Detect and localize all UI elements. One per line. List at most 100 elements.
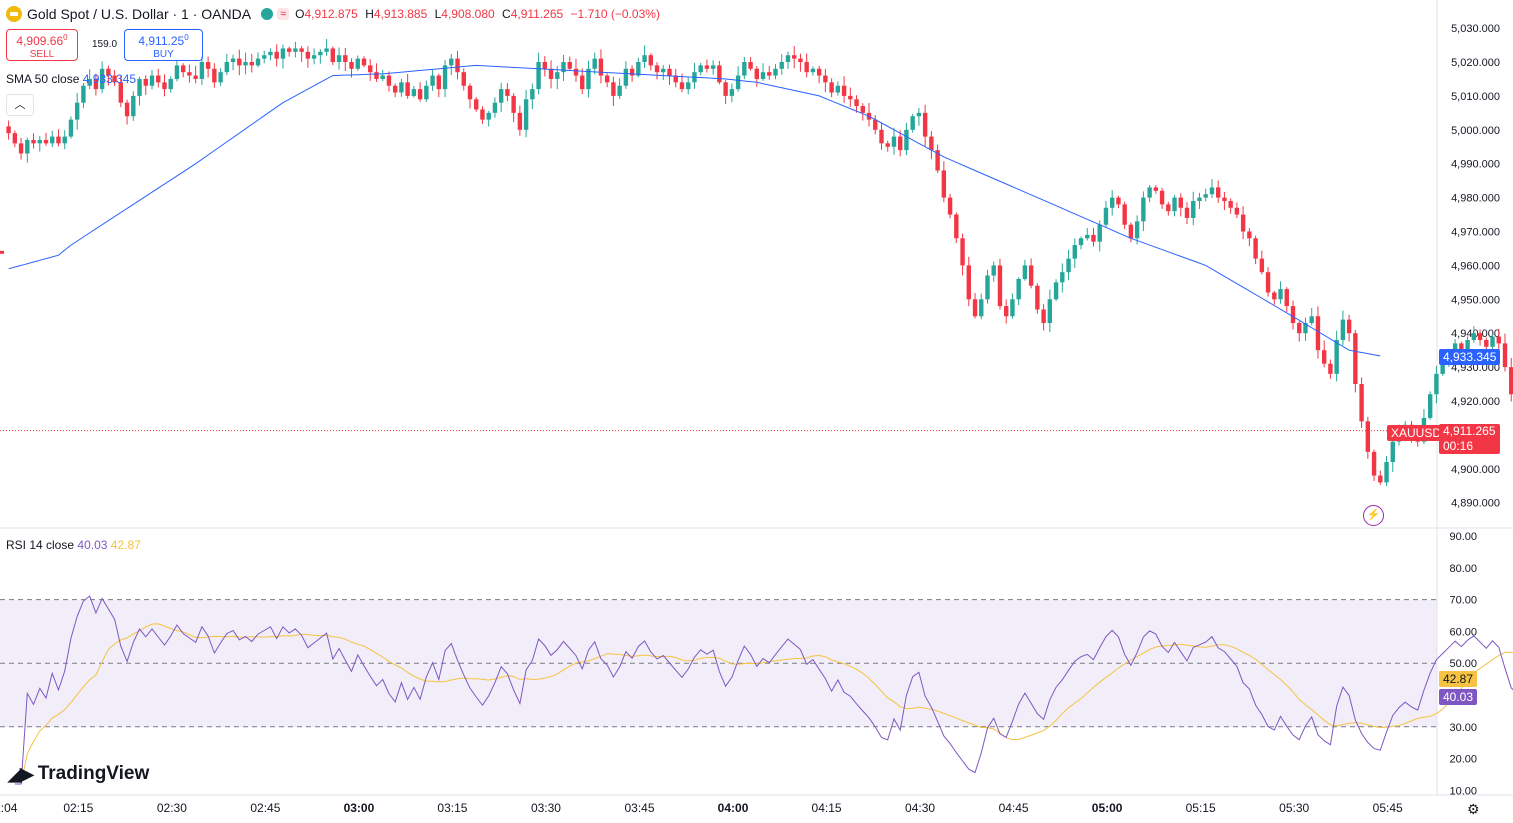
candle-body [979,299,984,317]
candle-body [511,95,516,113]
time-tick-label: 05:00 [1092,801,1123,815]
price-tick-label: 5,010.000 [1451,91,1500,103]
candle-body [1509,367,1513,395]
last-price-badge: 4,911.265 00:16 [1439,424,1500,454]
sma-legend[interactable]: SMA 50 close 4,933.345 [6,72,137,86]
candle-body [268,51,273,56]
collapse-legend-button[interactable]: ︿ [6,94,34,116]
candle-body [18,143,24,154]
candle-body [816,68,822,76]
candle-body [966,265,971,300]
candle-body [1390,441,1395,463]
time-tick-label: 03:15 [437,801,467,815]
candle-body [1240,214,1246,232]
candle-body [1265,272,1271,293]
price-tick-label: 4,900.000 [1451,464,1500,476]
candle-body [492,102,498,113]
sell-button[interactable]: 4,909.660 SELL [6,29,78,61]
candle-body [767,72,772,76]
candle-body [542,62,548,69]
candle-body [1134,221,1140,239]
candle-body [1465,339,1470,351]
candle-body [1259,258,1265,273]
buy-button[interactable]: 4,911.250 BUY [124,29,203,61]
candle-body [567,62,572,69]
candle-body [480,109,485,120]
candle-body [598,58,604,76]
candle-body [997,265,1003,307]
price-tick-label: 5,030.000 [1451,23,1500,35]
candle-body [461,72,466,86]
rsi-tick-label: 60.00 [1449,626,1477,638]
candle-body [455,58,460,73]
candle-body [193,75,198,79]
candle-body [1028,265,1034,286]
candle-body [305,51,311,59]
candle-body [361,58,367,66]
price-tick-label: 4,980.000 [1451,193,1500,205]
candle-body [43,139,49,144]
candle-body [1060,272,1065,283]
candle-body [324,48,329,52]
rsi-tick-label: 70.00 [1449,595,1477,607]
candle-body [1340,319,1346,340]
candle-body [1128,224,1134,239]
candle-body [112,75,117,83]
tradingview-logo[interactable]: ◢▶ TradingView [8,763,150,784]
candle-body [293,48,298,52]
candle-body [735,75,741,90]
candle-body [199,62,205,79]
candle-body [829,82,834,93]
candle-body [237,58,242,66]
candle-body [430,75,435,86]
candle-body [1309,316,1314,324]
candle-body [1072,245,1077,259]
settings-gear-icon[interactable]: ⚙ [1467,801,1480,817]
candle-body [623,68,629,86]
candle-body [330,48,336,62]
time-tick-label: 2:04 [0,801,18,815]
candle-body [1459,343,1464,351]
symbol-header[interactable]: Gold Spot / U.S. Dollar · 1 · OANDA ≈ O4… [6,4,664,24]
candle-body [1490,336,1495,347]
candle-body [798,58,803,62]
candle-body [698,65,703,73]
candle-body [474,99,479,110]
sma-line [8,64,1381,357]
candle-body [1085,234,1090,239]
candle-body [318,51,323,56]
candle-body [1247,231,1252,239]
price-tick-label: 4,890.000 [1451,498,1500,510]
candle-body [1303,323,1308,334]
candle-body [1147,187,1152,198]
candle-body [1278,289,1283,300]
time-tick-label: 04:00 [718,801,749,815]
symbol-title[interactable]: Gold Spot / U.S. Dollar · 1 · OANDA [27,6,252,22]
candle-body [742,62,747,76]
candle-body [174,65,180,79]
candle-body [374,72,379,79]
rsi-legend[interactable]: RSI 14 close 40.03 42.87 [6,538,141,552]
candle-body [1434,373,1439,395]
candle-body [661,68,666,73]
time-tick-label: 02:30 [157,801,187,815]
candle-body [823,75,828,83]
price-tick-label: 4,950.000 [1451,294,1500,306]
candle-body [1091,234,1096,242]
candle-body [168,78,173,90]
lightning-icon[interactable]: ⚡ [1363,505,1384,526]
time-tick-label: 03:45 [624,801,654,815]
candle-body [74,102,80,120]
candle-body [629,68,635,76]
candle-body [25,139,30,154]
candle-body [835,85,841,93]
candle-body [1272,292,1277,300]
offscreen-marker [0,250,4,254]
candle-body [1172,197,1177,212]
candle-body [137,78,142,96]
candle-body [424,85,429,100]
candle-body [486,112,491,120]
candle-body [156,75,161,83]
change-value: −1.710 (−0.03%) [570,7,660,21]
